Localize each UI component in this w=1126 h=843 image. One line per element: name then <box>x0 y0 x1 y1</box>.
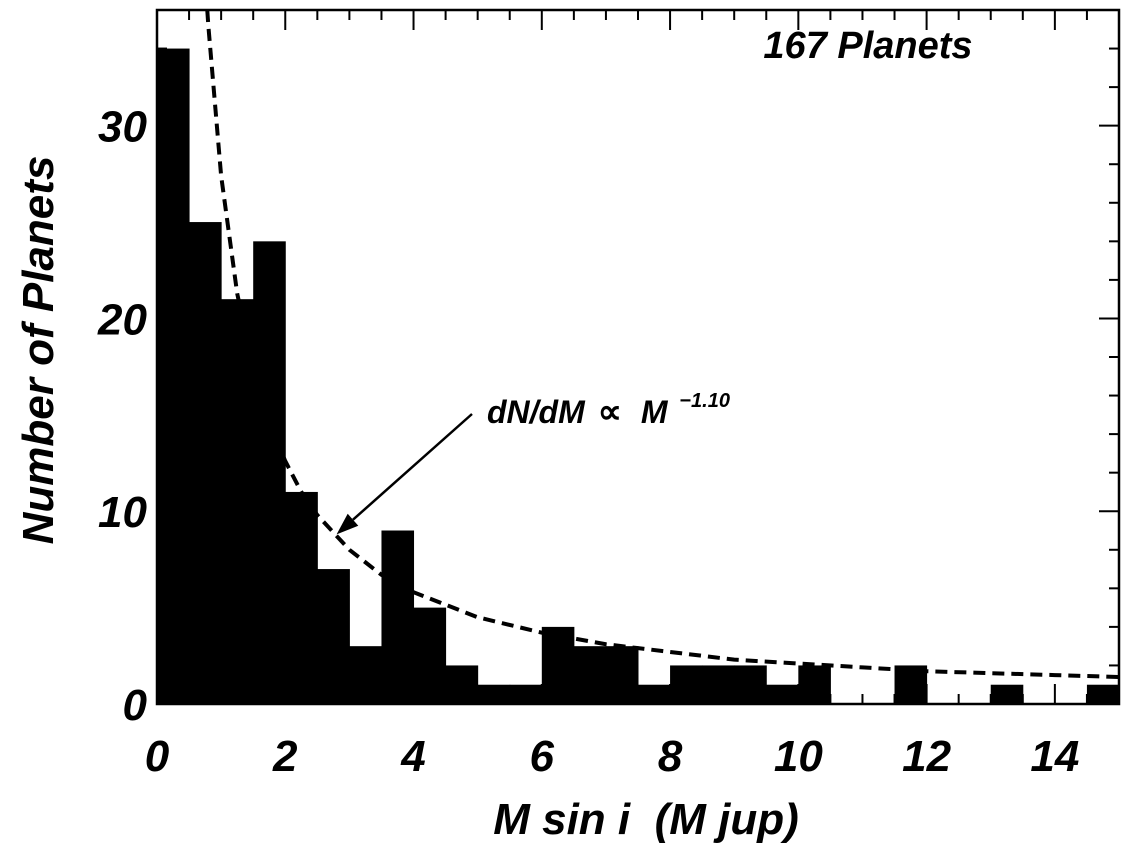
histogram-bars <box>157 48 1120 705</box>
histogram-bar <box>734 665 767 704</box>
x-tick-label: 0 <box>145 732 170 781</box>
x-tick-label: 12 <box>902 732 951 781</box>
histogram-bar <box>349 646 382 704</box>
histogram-bar <box>253 241 286 704</box>
y-tick-label: 10 <box>98 488 147 537</box>
x-axis-title: M sin i (M jup) <box>493 795 799 843</box>
y-axis-title: Number of Planets <box>14 156 63 545</box>
formula-exponent: −1.10 <box>679 390 730 412</box>
histogram-bar <box>670 665 703 704</box>
formula-proportional-symbol: ∝ <box>598 393 622 431</box>
histogram-bar <box>477 684 511 704</box>
x-axis-tick-labels: 0 2 4 6 8 10 12 14 <box>145 732 1080 781</box>
histogram-bar <box>509 684 543 704</box>
histogram-bar <box>573 646 607 704</box>
formula-base: M <box>641 394 669 430</box>
power-law-formula: dN/dM ∝ M −1.10 <box>487 390 730 431</box>
x-tick-label: 14 <box>1030 732 1079 781</box>
y-axis-tick-labels: 0 10 20 30 <box>97 103 147 730</box>
histogram-bar <box>638 684 671 704</box>
y-tick-label: 30 <box>98 103 147 152</box>
x-tick-label: 4 <box>400 732 425 781</box>
formula-lhs: dN/dM <box>487 394 586 430</box>
histogram-bar <box>221 299 254 704</box>
histogram-bar <box>445 665 479 704</box>
histogram-bar <box>413 607 447 704</box>
histogram-bar <box>285 491 318 704</box>
formula-arrow <box>352 413 473 521</box>
histogram-bar <box>317 569 350 704</box>
histogram-bar <box>381 530 415 704</box>
x-tick-label: 8 <box>658 732 683 781</box>
x-tick-label: 6 <box>530 732 555 781</box>
histogram-bar <box>702 665 735 704</box>
histogram-bar <box>990 684 1024 704</box>
power-law-fit-curve <box>205 9 1120 680</box>
y-tick-label: 0 <box>123 681 148 730</box>
histogram-bar <box>1086 684 1120 704</box>
histogram-bar <box>766 684 799 704</box>
formula-arrow-head <box>336 513 359 535</box>
x-tick-label: 10 <box>774 732 823 781</box>
x-tick-label: 2 <box>272 732 298 781</box>
histogram-bar <box>541 626 575 704</box>
planet-count-label: 167 Planets <box>763 25 972 67</box>
histogram-bar <box>189 222 222 704</box>
histogram-bar <box>605 646 639 704</box>
histogram-bar <box>157 48 190 705</box>
svg-text:dN/dM ∝ M −1: dN/dM ∝ M −1.10 <box>487 390 730 431</box>
histogram-bar <box>798 665 831 704</box>
axis-ticks <box>156 9 1120 705</box>
y-tick-label: 20 <box>97 295 147 344</box>
